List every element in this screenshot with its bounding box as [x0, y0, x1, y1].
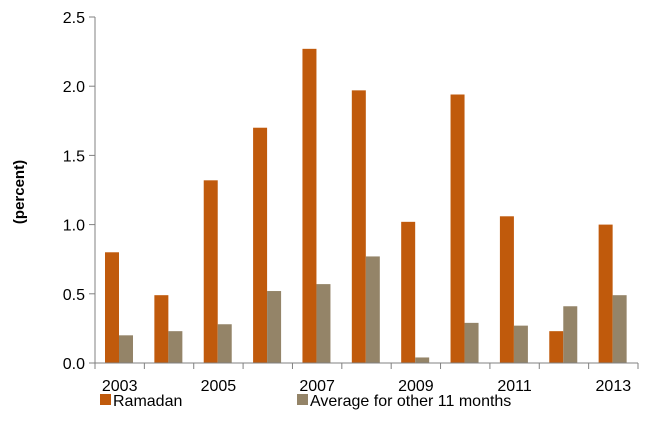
- bar-other-months: [464, 322, 479, 363]
- bar-ramadan: [598, 224, 613, 363]
- x-tick-label: 2013: [596, 378, 632, 395]
- legend-label: Average for other 11 months: [310, 393, 511, 410]
- y-tick-label: 1.0: [63, 218, 85, 235]
- bar-ramadan: [154, 295, 169, 363]
- bar-other-months: [513, 325, 528, 363]
- bar-other-months: [267, 291, 282, 363]
- y-axis-label: (percent): [11, 160, 28, 224]
- x-tick-label: 2007: [299, 378, 335, 395]
- bar-ramadan: [253, 127, 268, 363]
- y-tick-label: 2.5: [63, 10, 85, 27]
- bar-ramadan: [401, 221, 416, 363]
- bar-other-months: [415, 357, 430, 363]
- x-tick-label: 2003: [102, 378, 138, 395]
- bar-other-months: [612, 295, 627, 363]
- bar-other-months: [217, 324, 232, 363]
- bar-ramadan: [302, 48, 317, 363]
- legend-swatch: [100, 394, 111, 405]
- x-tick-label: 2005: [201, 378, 237, 395]
- bar-ramadan: [351, 90, 366, 364]
- y-tick-label: 1.5: [63, 148, 85, 165]
- y-tick-label: 0.5: [63, 287, 85, 304]
- y-axis: 0.0 0.5 1.0 1.5 2.0 2.5: [63, 10, 96, 373]
- x-tick-label: 2011: [497, 378, 532, 395]
- legend: Ramadan Average for other 11 months: [100, 393, 511, 410]
- bar-ramadan: [499, 216, 514, 363]
- bar-other-months: [168, 331, 183, 363]
- bar-other-months: [365, 256, 380, 363]
- y-tick-label: 2.0: [63, 79, 85, 96]
- y-tick-label: 0.0: [63, 356, 85, 373]
- bar-ramadan: [549, 331, 564, 363]
- legend-label: Ramadan: [113, 393, 182, 410]
- x-tick-label: 2009: [398, 378, 434, 395]
- bar-ramadan: [450, 94, 465, 363]
- bars: [105, 48, 627, 364]
- bar-other-months: [119, 335, 133, 363]
- bar-ramadan: [105, 252, 119, 363]
- bar-other-months: [563, 306, 578, 363]
- x-axis: 2003 2005 2007 2009 2011 2013: [94, 362, 639, 395]
- legend-swatch: [297, 394, 308, 405]
- bar-other-months: [316, 284, 331, 363]
- bar-ramadan: [203, 180, 218, 363]
